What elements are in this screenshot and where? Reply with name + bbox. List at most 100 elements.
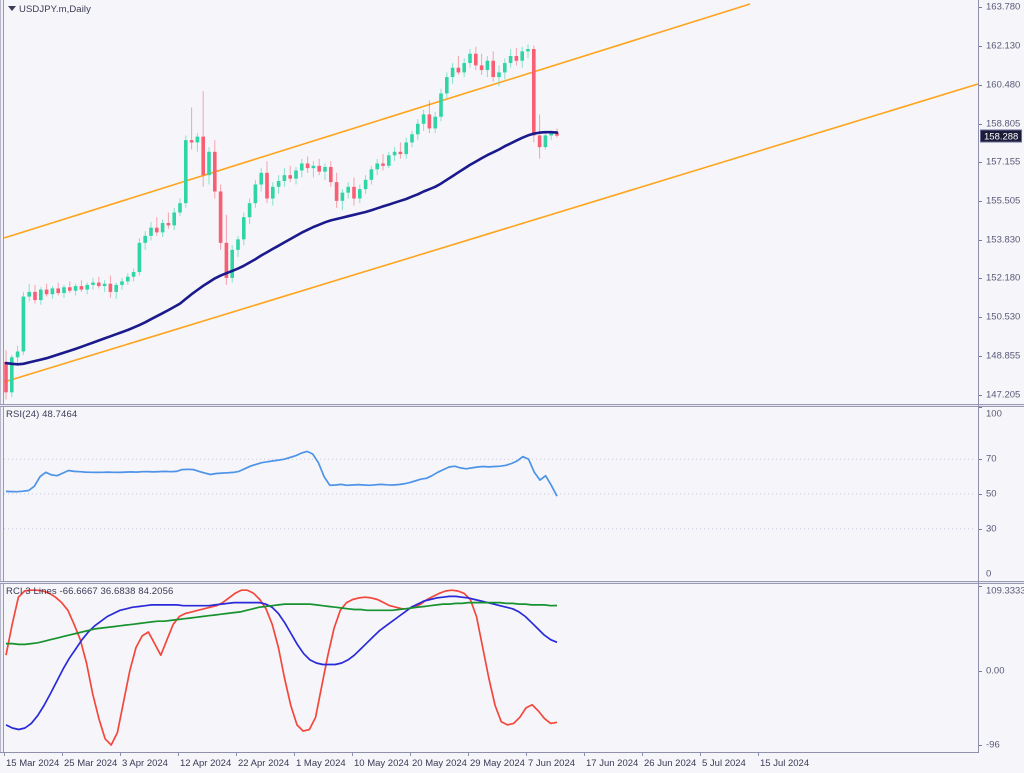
rci-line[interactable] bbox=[5, 595, 558, 731]
candle-body[interactable] bbox=[230, 249, 234, 278]
candle-body[interactable] bbox=[27, 291, 31, 297]
candle-body[interactable] bbox=[50, 288, 55, 295]
candle-body[interactable] bbox=[421, 114, 426, 124]
candle-body[interactable] bbox=[363, 179, 368, 190]
candle-body[interactable] bbox=[276, 180, 281, 187]
rsi-chart-canvas[interactable] bbox=[0, 407, 979, 581]
candle-body[interactable] bbox=[404, 142, 408, 155]
candle-body[interactable] bbox=[218, 191, 223, 243]
candle-body[interactable] bbox=[39, 289, 43, 301]
candle-body[interactable] bbox=[532, 49, 536, 136]
candle-body[interactable] bbox=[439, 93, 443, 117]
candle-body[interactable] bbox=[334, 182, 339, 201]
candle-body[interactable] bbox=[520, 51, 524, 61]
candle-body[interactable] bbox=[224, 242, 229, 278]
candle-body[interactable] bbox=[271, 186, 275, 199]
candle-body[interactable] bbox=[97, 282, 101, 287]
candle-body[interactable] bbox=[265, 172, 269, 199]
candle-body[interactable] bbox=[108, 283, 113, 292]
candle-body[interactable] bbox=[73, 286, 78, 291]
pane-separator-2[interactable] bbox=[0, 581, 1024, 584]
candle-body[interactable] bbox=[294, 170, 298, 179]
candle-body[interactable] bbox=[555, 133, 559, 136]
candle-body[interactable] bbox=[392, 151, 397, 156]
candle-body[interactable] bbox=[352, 186, 356, 199]
candle-body[interactable] bbox=[120, 281, 124, 285]
trend-channel[interactable] bbox=[3, 3, 979, 383]
channel-lower-line[interactable] bbox=[3, 83, 979, 383]
candle-body[interactable] bbox=[305, 163, 310, 169]
rsi-pane[interactable]: RSI(24) 48.7464 100 70 50 30 0 bbox=[0, 407, 1024, 582]
rci-chart-canvas[interactable] bbox=[0, 584, 979, 752]
candle-body[interactable] bbox=[358, 189, 362, 199]
candle-body[interactable] bbox=[485, 60, 490, 71]
rci-line[interactable] bbox=[6, 601, 558, 646]
candle-body[interactable] bbox=[4, 361, 8, 393]
candle-body[interactable] bbox=[543, 135, 548, 148]
candle-body[interactable] bbox=[491, 60, 495, 78]
candle-body[interactable] bbox=[15, 351, 20, 358]
candle-body[interactable] bbox=[143, 235, 147, 243]
candle-body[interactable] bbox=[317, 165, 321, 172]
candle-body[interactable] bbox=[178, 203, 182, 213]
time-axis[interactable]: 15 Mar 2024 25 Mar 2024 3 Apr 2024 12 Apr 2… bbox=[0, 752, 1024, 773]
candle-body[interactable] bbox=[131, 272, 136, 277]
candle-body[interactable] bbox=[416, 123, 420, 135]
candle-body[interactable] bbox=[479, 65, 484, 71]
candle-body[interactable] bbox=[172, 212, 176, 226]
candle-body[interactable] bbox=[259, 172, 263, 185]
candle-body[interactable] bbox=[288, 175, 292, 179]
candle-body[interactable] bbox=[149, 227, 153, 236]
candle-body[interactable] bbox=[445, 77, 449, 94]
candle-body[interactable] bbox=[114, 284, 118, 292]
candle-body[interactable] bbox=[474, 53, 478, 66]
candle-body[interactable] bbox=[427, 114, 432, 129]
candle-body[interactable] bbox=[323, 166, 327, 172]
candle-body[interactable] bbox=[346, 186, 350, 193]
candle-body[interactable] bbox=[242, 217, 246, 240]
candle-body[interactable] bbox=[10, 357, 14, 393]
candle-body[interactable] bbox=[85, 284, 89, 290]
candle-body[interactable] bbox=[56, 288, 60, 294]
candle-body[interactable] bbox=[549, 133, 553, 136]
candle-body[interactable] bbox=[236, 239, 240, 250]
rci-axis[interactable]: 109.3333 0.00 -96 bbox=[979, 584, 1024, 752]
price-chart-canvas[interactable] bbox=[0, 0, 979, 404]
candle-body[interactable] bbox=[329, 166, 333, 183]
candle-body[interactable] bbox=[497, 72, 501, 78]
channel-upper-line[interactable] bbox=[3, 3, 751, 239]
candle-body[interactable] bbox=[462, 63, 466, 73]
candle-body[interactable] bbox=[33, 291, 37, 301]
candle-body[interactable] bbox=[79, 286, 84, 290]
candle-body[interactable] bbox=[166, 223, 171, 226]
candle-body[interactable] bbox=[369, 169, 374, 180]
candle-body[interactable] bbox=[247, 203, 252, 218]
candle-body[interactable] bbox=[300, 163, 304, 171]
triangle-down-icon[interactable] bbox=[8, 5, 16, 11]
rci-pane[interactable]: RCI 3 Lines -66.6667 36.6838 84.2056 109… bbox=[0, 584, 1024, 752]
candle-body[interactable] bbox=[184, 140, 188, 204]
candle-body[interactable] bbox=[155, 227, 159, 233]
candle-body[interactable] bbox=[508, 56, 513, 64]
candle-body[interactable] bbox=[189, 140, 194, 143]
candle-body[interactable] bbox=[137, 242, 142, 273]
candle-body[interactable] bbox=[433, 116, 437, 129]
rsi-axis[interactable]: 100 70 50 30 0 bbox=[979, 407, 1024, 582]
rsi-line[interactable] bbox=[5, 450, 558, 497]
candle-body[interactable] bbox=[102, 283, 107, 287]
pane-separator-1[interactable] bbox=[0, 404, 1024, 407]
candle-body[interactable] bbox=[503, 63, 507, 73]
rci-line[interactable] bbox=[5, 589, 558, 746]
candle-body[interactable] bbox=[450, 67, 455, 78]
candle-body[interactable] bbox=[468, 53, 472, 64]
candle-body[interactable] bbox=[282, 175, 287, 181]
candle-body[interactable] bbox=[514, 56, 519, 61]
candlestick-series[interactable] bbox=[4, 44, 559, 400]
moving-average-line[interactable] bbox=[4, 130, 559, 366]
candle-body[interactable] bbox=[398, 151, 403, 155]
candle-body[interactable] bbox=[381, 163, 385, 166]
price-pane[interactable]: USDJPY.m,Daily 163.780 162.130 160.480 158.… bbox=[0, 0, 1024, 404]
chart-symbol-label[interactable]: USDJPY.m,Daily bbox=[8, 4, 91, 15]
candle-body[interactable] bbox=[201, 136, 205, 176]
candle-body[interactable] bbox=[537, 135, 542, 148]
